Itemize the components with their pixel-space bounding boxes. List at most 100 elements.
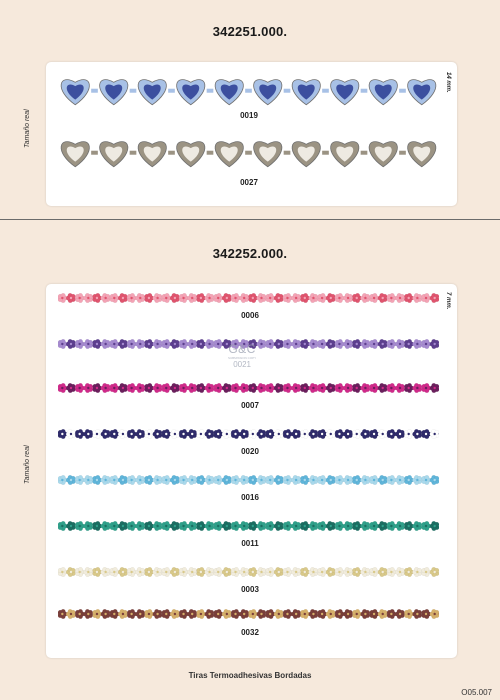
flower-motif bbox=[213, 521, 224, 531]
flower-motif bbox=[248, 339, 258, 349]
ref-0020: 0020 bbox=[241, 447, 259, 456]
flower-motif bbox=[429, 293, 439, 303]
flower-motif bbox=[394, 429, 405, 439]
flower-motif bbox=[317, 383, 328, 393]
flower-motif bbox=[248, 521, 258, 531]
heart-link bbox=[91, 150, 98, 155]
flower-motif bbox=[352, 609, 362, 619]
flower-motif bbox=[144, 429, 154, 439]
heart-inner-motif bbox=[297, 146, 315, 162]
flower-motif bbox=[291, 567, 301, 577]
heart-inner-motif bbox=[220, 84, 238, 100]
flower-motif bbox=[325, 293, 336, 303]
flower-motif bbox=[291, 339, 301, 349]
flower-motif bbox=[300, 609, 310, 619]
flower-motif bbox=[429, 383, 439, 393]
flower-motif bbox=[352, 567, 362, 577]
flower-motif bbox=[282, 339, 293, 349]
flower-motif bbox=[386, 475, 397, 485]
trim-band bbox=[58, 612, 439, 616]
heart-link bbox=[206, 88, 214, 93]
flower-motif bbox=[334, 429, 345, 439]
flower-motif bbox=[404, 339, 414, 349]
flower-motif bbox=[334, 383, 345, 393]
flower-motif bbox=[179, 475, 189, 485]
heart-link bbox=[206, 150, 214, 155]
flower-motif bbox=[127, 293, 137, 303]
ref-0011: 0011 bbox=[241, 539, 259, 548]
flower-motif bbox=[187, 475, 197, 485]
flower-motif bbox=[230, 567, 241, 577]
flower-motif bbox=[135, 521, 145, 531]
flower-motif bbox=[161, 567, 172, 577]
flower-motif bbox=[127, 475, 137, 485]
flower-motif bbox=[273, 567, 284, 577]
flower-motif bbox=[100, 293, 111, 303]
heart-inner-motif bbox=[259, 84, 277, 100]
flower-motif bbox=[256, 339, 267, 349]
flower-motif bbox=[317, 293, 328, 303]
heart-inner-motif bbox=[66, 146, 84, 162]
ref-0003: 0003 bbox=[241, 585, 259, 594]
flower-motif bbox=[109, 475, 120, 485]
flower-motif bbox=[135, 293, 145, 303]
flower-motif bbox=[360, 339, 370, 349]
flower-motif bbox=[352, 521, 362, 531]
heart-inner-motif bbox=[143, 84, 161, 100]
flower-motif bbox=[187, 293, 197, 303]
flower-motif bbox=[248, 567, 258, 577]
flower-motif bbox=[265, 339, 276, 349]
flower-motif bbox=[83, 429, 93, 439]
flower-motif bbox=[325, 429, 336, 439]
flower-motif bbox=[343, 567, 353, 577]
flower-motif bbox=[58, 339, 68, 349]
flower-motif bbox=[221, 383, 232, 393]
flower-motif bbox=[109, 429, 120, 439]
flower-motif bbox=[265, 429, 276, 439]
flower-motif bbox=[239, 609, 249, 619]
flower-motif bbox=[152, 567, 163, 577]
flower-motif bbox=[325, 521, 336, 531]
flower-motif bbox=[265, 521, 276, 531]
flower-motif bbox=[394, 609, 405, 619]
flower-motif bbox=[65, 383, 76, 393]
real-size-label: Tamaño real bbox=[24, 109, 31, 148]
flower-motif bbox=[291, 383, 301, 393]
heart-inner-motif bbox=[413, 84, 431, 100]
flower-motif bbox=[394, 475, 405, 485]
flower-motif bbox=[369, 521, 380, 531]
flower-motif bbox=[412, 609, 422, 619]
flower-motif bbox=[204, 339, 215, 349]
flower-motif bbox=[308, 293, 319, 303]
flower-motif bbox=[291, 475, 301, 485]
flower-motif bbox=[169, 429, 180, 439]
flower-motif bbox=[273, 521, 284, 531]
flower-motif bbox=[360, 567, 370, 577]
flower-motif bbox=[169, 609, 180, 619]
flower-motif bbox=[179, 429, 189, 439]
heart-link bbox=[283, 150, 291, 155]
flower-motif bbox=[404, 521, 414, 531]
flower-motif bbox=[352, 293, 362, 303]
trim-swatch-0027 bbox=[60, 141, 437, 168]
heart-link bbox=[129, 88, 137, 93]
trim-band bbox=[58, 478, 439, 482]
flower-motif bbox=[239, 521, 249, 531]
flower-motif bbox=[58, 521, 68, 531]
flower-motif bbox=[404, 475, 414, 485]
flower-motif bbox=[109, 567, 120, 577]
flower-motif bbox=[75, 339, 85, 349]
flower-motif bbox=[213, 429, 224, 439]
flower-motif bbox=[92, 609, 103, 619]
flower-motif bbox=[204, 383, 215, 393]
trim-band bbox=[58, 386, 439, 390]
heart-inner-motif bbox=[297, 84, 315, 100]
flower-motif bbox=[369, 429, 380, 439]
heart-link bbox=[399, 88, 406, 93]
flower-motif bbox=[83, 475, 93, 485]
flower-motif bbox=[325, 339, 336, 349]
flower-motif bbox=[360, 609, 370, 619]
flower-motif bbox=[248, 383, 258, 393]
flower-motif bbox=[291, 429, 301, 439]
flower-motif bbox=[169, 383, 180, 393]
